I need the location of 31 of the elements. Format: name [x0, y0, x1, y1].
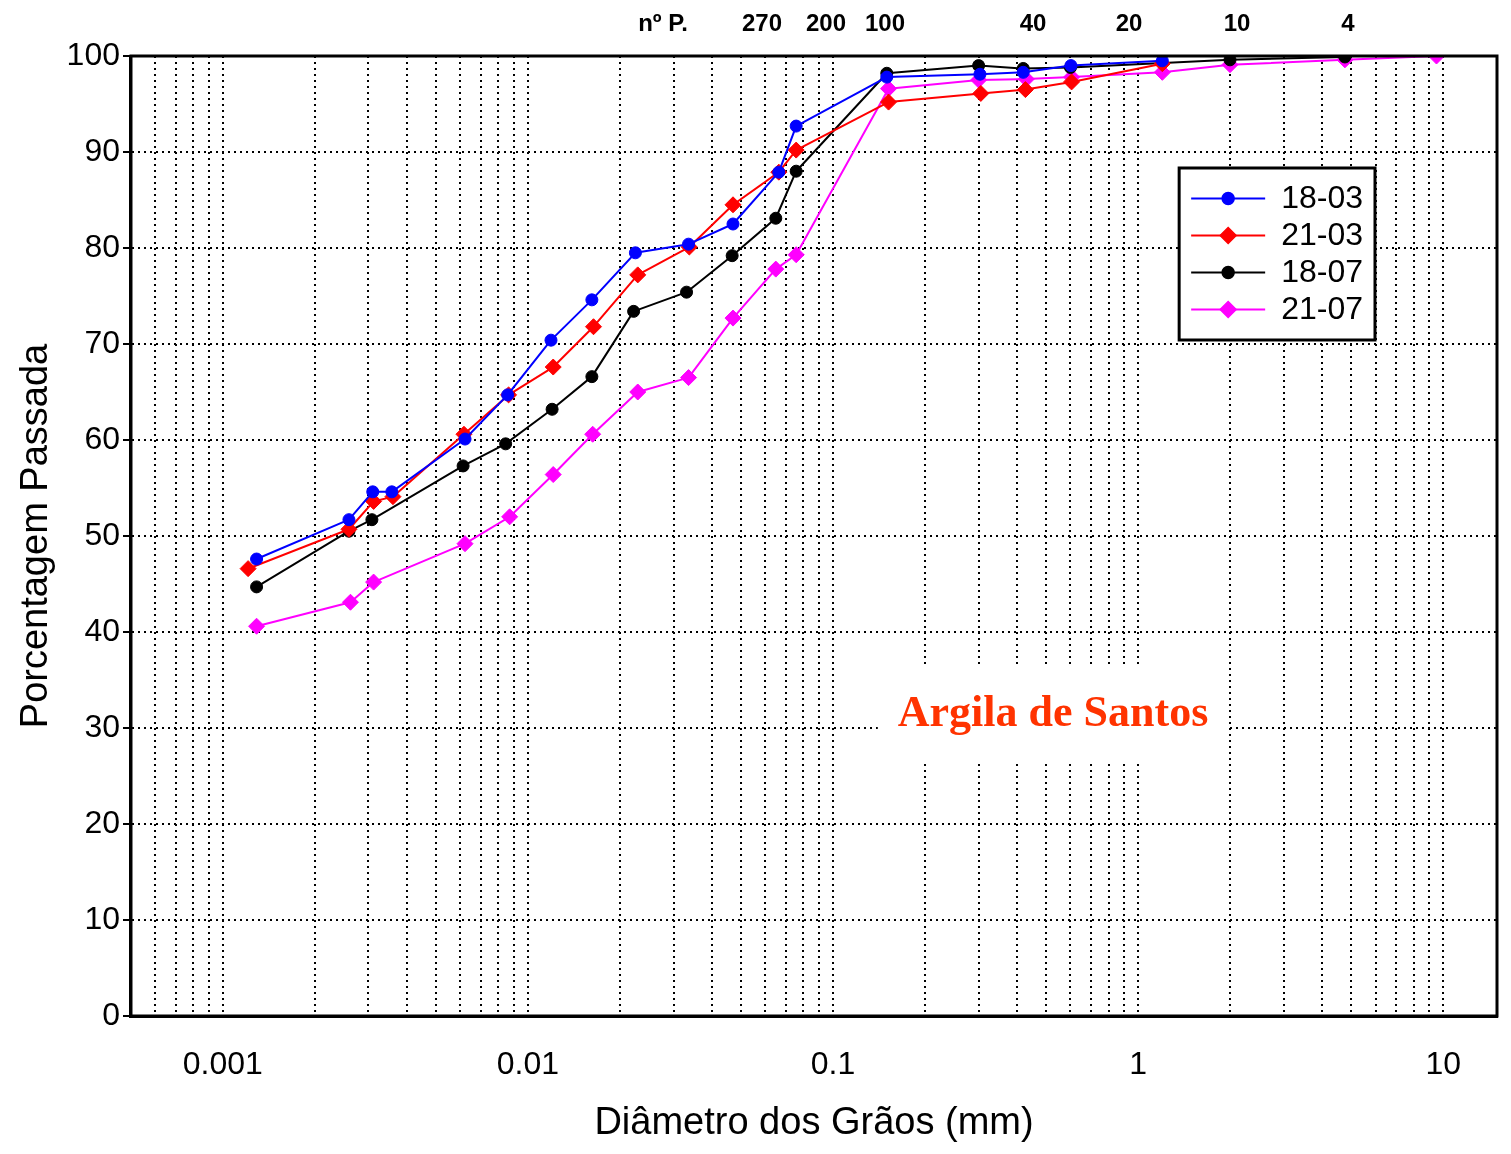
y-tick-label: 90	[84, 131, 120, 168]
text: 100	[864, 8, 906, 36]
x-tick-label: 10	[1425, 1045, 1462, 1082]
y-tick-label: 20	[84, 803, 120, 840]
y-tick-label: 60	[84, 419, 120, 456]
text: 270	[741, 8, 783, 36]
legend-label: 21-03	[1281, 216, 1363, 253]
x-axis-title: Diâmetro dos Grãos (mm)	[594, 1099, 1034, 1142]
x-tick-label: 1	[1129, 1045, 1148, 1082]
legend-label: 21-07	[1281, 290, 1363, 327]
y-tick-label: 100	[66, 35, 120, 72]
text: 20	[1115, 8, 1143, 36]
text: 40	[1019, 8, 1047, 36]
y-tick-label: 80	[84, 227, 120, 264]
y-axis-title: Porcentagem Passada	[13, 342, 56, 729]
annotation: Argila de Santos	[897, 686, 1209, 736]
text: 10	[1223, 8, 1251, 36]
y-tick-label: 30	[84, 707, 120, 744]
text: 200	[805, 8, 847, 36]
x-tick-label: 0.1	[810, 1045, 856, 1082]
legend-label: 18-07	[1281, 253, 1363, 290]
y-tick-label: 10	[84, 899, 120, 936]
legend-label: 18-03	[1281, 179, 1363, 216]
x-tick-label: 0.01	[496, 1045, 560, 1082]
y-tick-label: 70	[84, 323, 120, 360]
y-tick-label: 40	[84, 611, 120, 648]
y-tick-label: 0	[102, 995, 120, 1032]
x-tick-label: 0.001	[182, 1045, 263, 1082]
text: nº P.	[638, 8, 688, 36]
text: 4	[1341, 8, 1356, 36]
y-tick-label: 50	[84, 515, 120, 552]
